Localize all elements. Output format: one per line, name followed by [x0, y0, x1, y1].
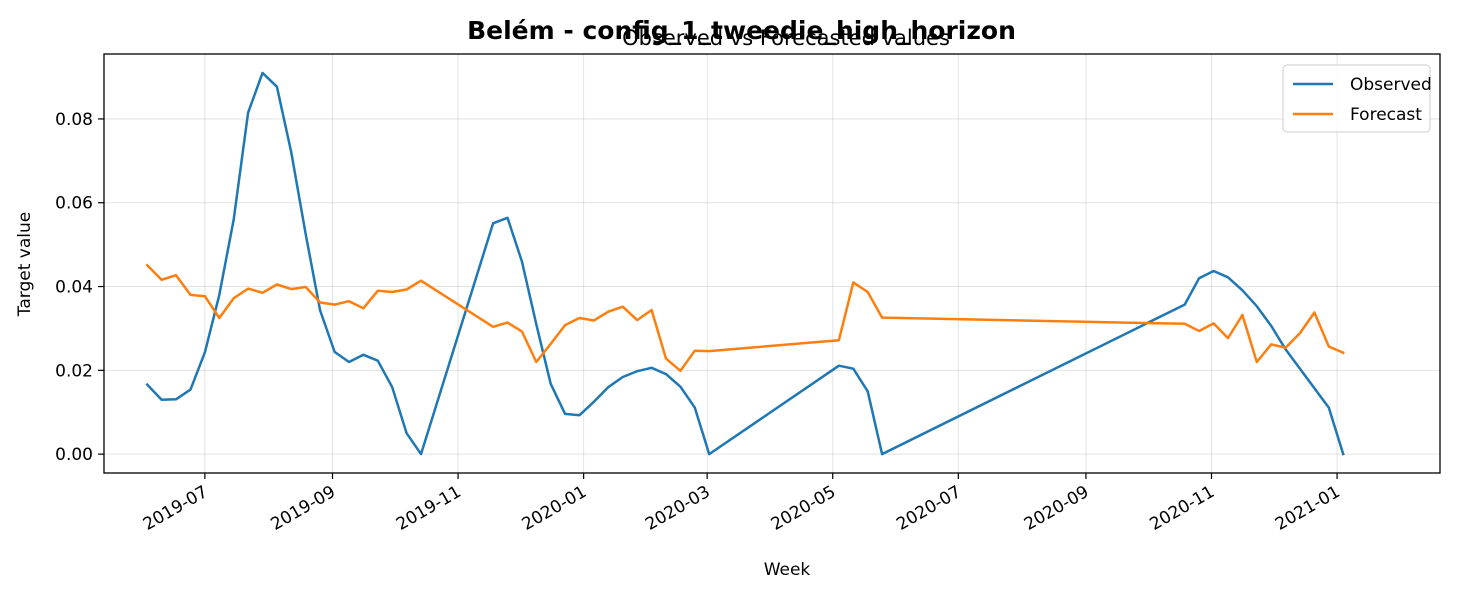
legend: Observed Forecast [1282, 64, 1432, 133]
x-gridlines [204, 54, 1338, 473]
y-tick-label: 0.08 [55, 110, 93, 130]
series-layer [145, 71, 1345, 456]
series-line-observed [145, 71, 1345, 456]
chart-title: Observed vs Forecasted values [622, 26, 950, 50]
y-tick-label: 0.00 [55, 445, 93, 465]
legend-label-observed: Observed [1350, 75, 1432, 95]
y-tick-label: 0.04 [55, 278, 93, 298]
y-gridlines [104, 118, 1440, 455]
y-tick-label: 0.06 [55, 194, 93, 214]
y-axis-label: Target value [15, 212, 35, 317]
x-axis-label: Week [764, 560, 811, 580]
y-tick-label: 0.02 [55, 361, 93, 381]
chart-suptitle: Belém - config_1_tweedie_high_horizon [467, 16, 1016, 45]
series-line-forecast [145, 263, 1345, 373]
legend-label-forecast: Forecast [1350, 105, 1422, 125]
y-axis-ticks: 0.00 0.02 0.04 0.06 0.08 [55, 110, 104, 465]
plot-frame [103, 53, 1441, 474]
